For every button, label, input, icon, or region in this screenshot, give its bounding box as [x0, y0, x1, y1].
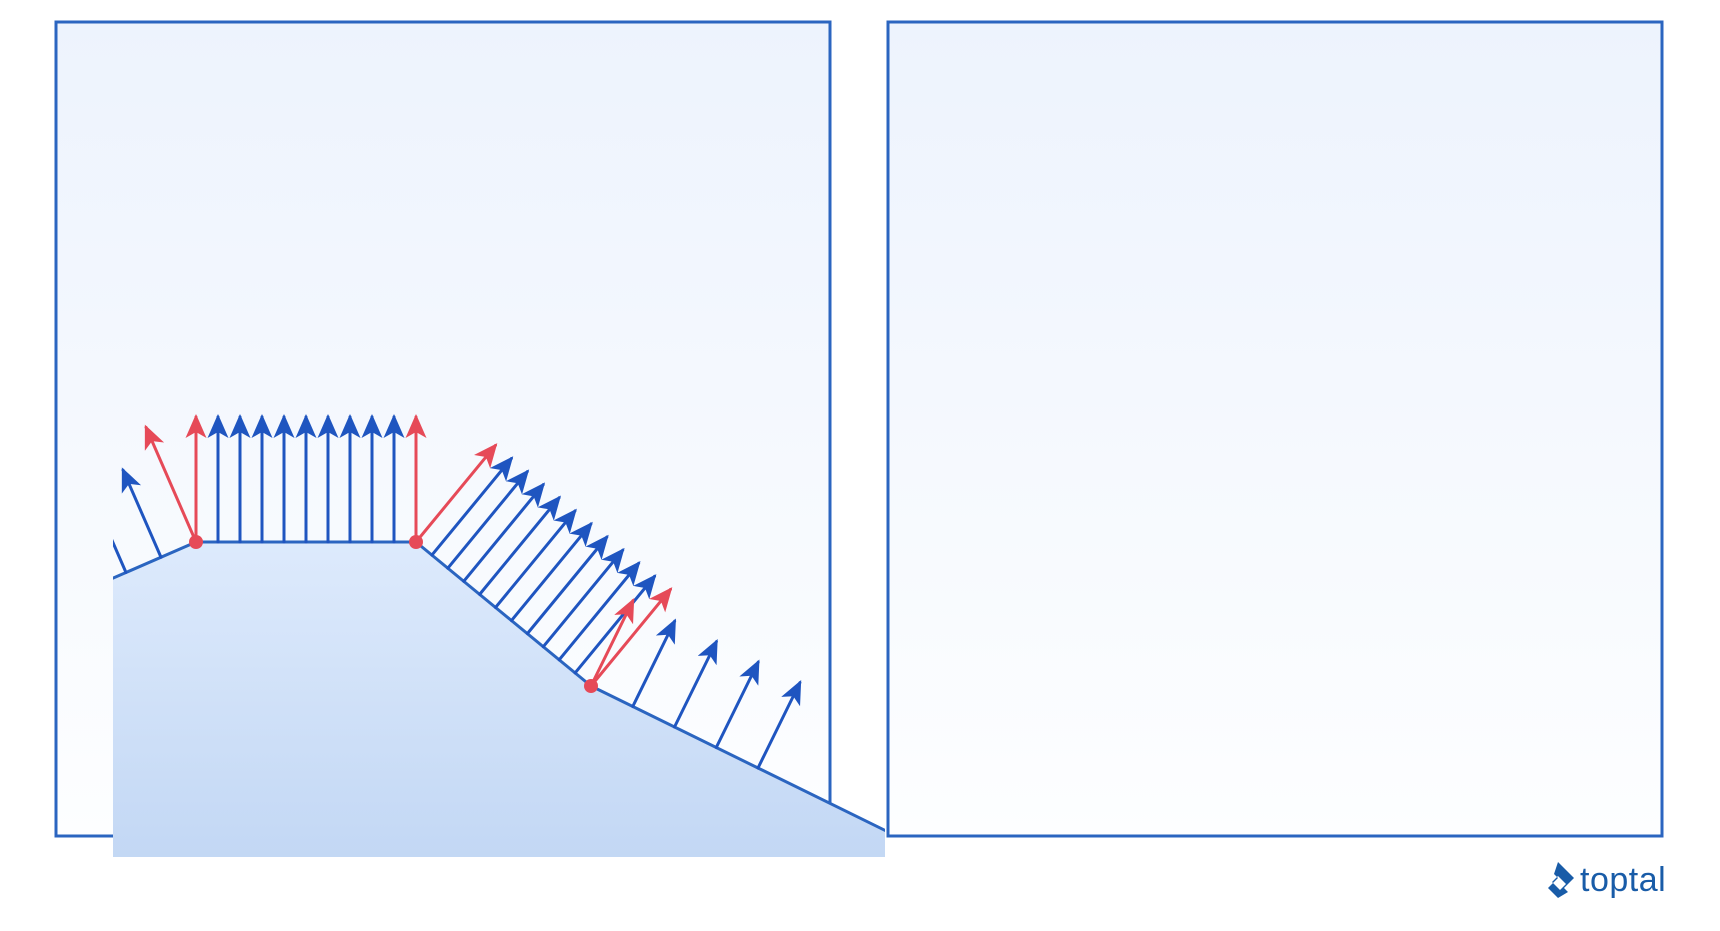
panel: [888, 22, 1662, 836]
diagram-canvas: toptal: [0, 0, 1720, 926]
toptal-logo: toptal: [1548, 862, 1666, 898]
vertex-dot: [584, 679, 598, 693]
toptal-logo-icon: [1548, 862, 1574, 898]
vertex-dot: [189, 535, 203, 549]
diagram-svg: [0, 0, 1720, 926]
vertex-dot: [409, 535, 423, 549]
toptal-logo-text: toptal: [1580, 863, 1666, 897]
